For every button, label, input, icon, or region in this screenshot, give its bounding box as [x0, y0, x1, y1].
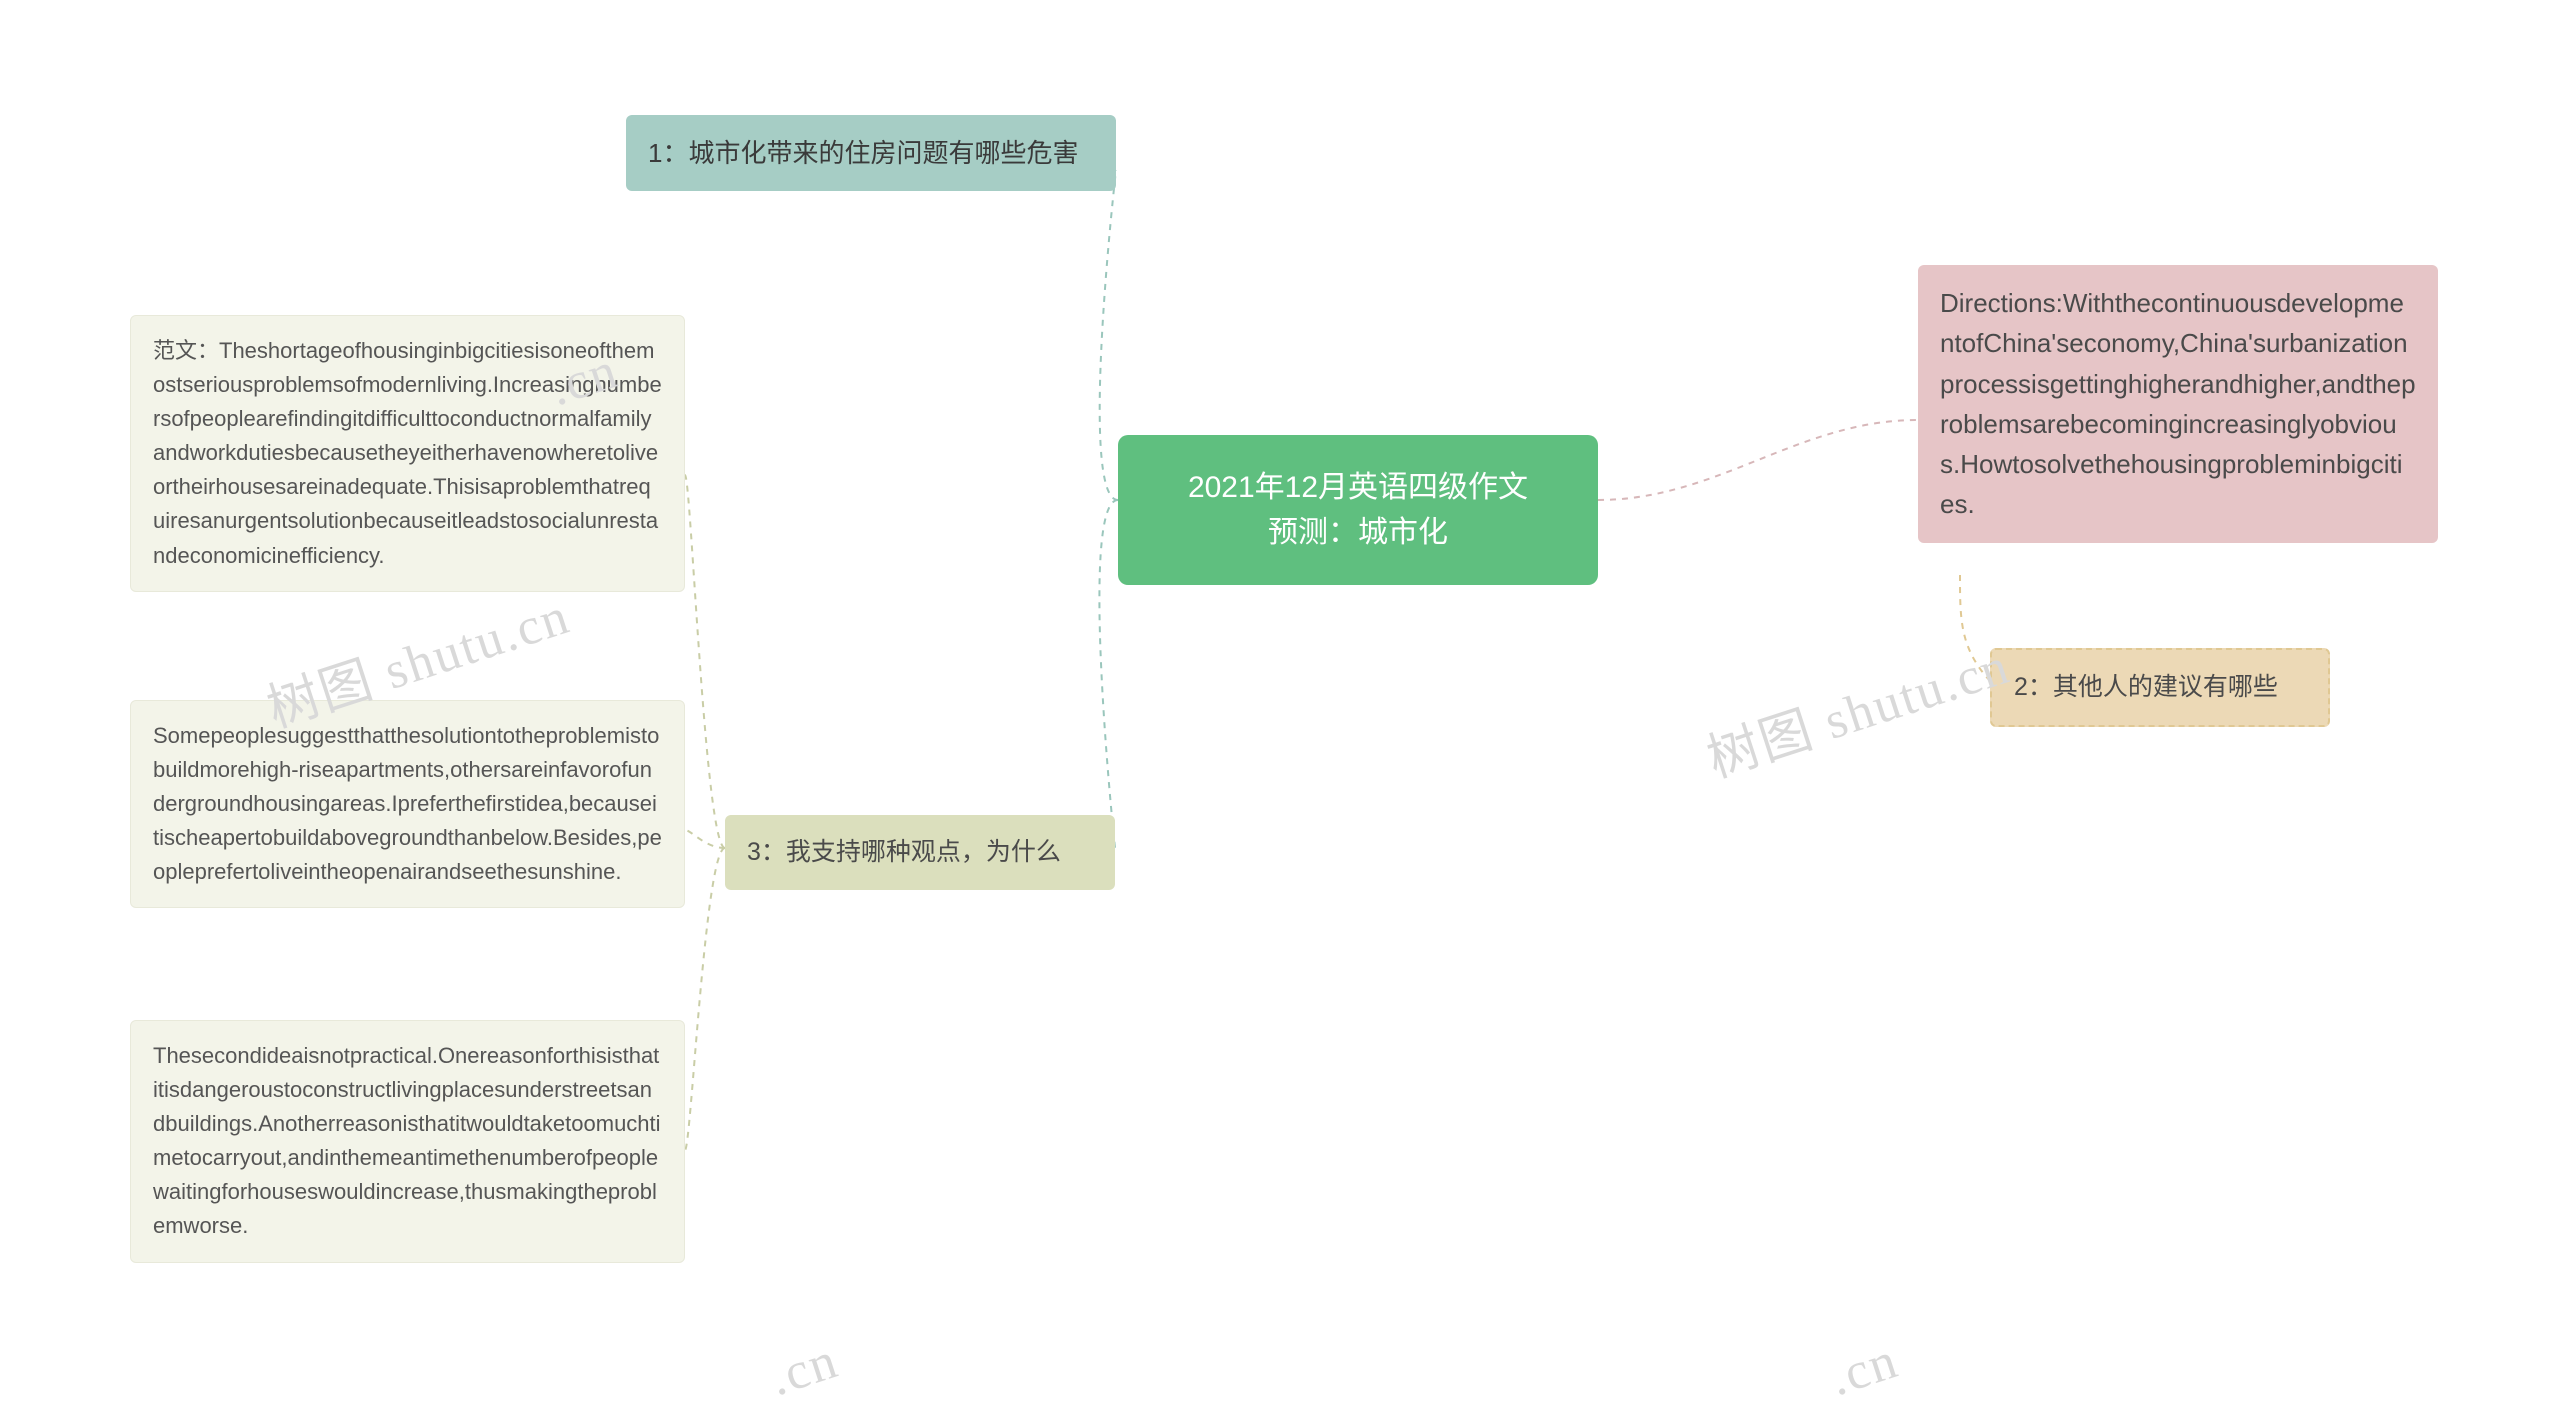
directions-box[interactable]: Directions:Withthecontinuousdevelopmento… [1918, 265, 2438, 543]
branch-1-housing-harms[interactable]: 1：城市化带来的住房问题有哪些危害 [626, 115, 1116, 191]
root-node[interactable]: 2021年12月英语四级作文 预测：城市化 [1118, 435, 1598, 585]
watermark: .cn [763, 1331, 846, 1408]
watermark: .cn [1823, 1331, 1906, 1408]
branch-3-my-view[interactable]: 3：我支持哪种观点，为什么 [725, 815, 1115, 890]
root-line2: 预测：城市化 [1154, 510, 1562, 555]
paragraph-1: 范文：Theshortageofhousinginbigcitiesisoneo… [130, 315, 685, 592]
root-line1: 2021年12月英语四级作文 [1154, 465, 1562, 510]
paragraph-3: Thesecondideaisnotpractical.Onereasonfor… [130, 1020, 685, 1263]
watermark: 树图 shutu.cn [1696, 623, 2018, 791]
paragraph-2: Somepeoplesuggestthatthesolutiontothepro… [130, 700, 685, 908]
branch-2-others-suggestions[interactable]: 2：其他人的建议有哪些 [1990, 648, 2330, 727]
